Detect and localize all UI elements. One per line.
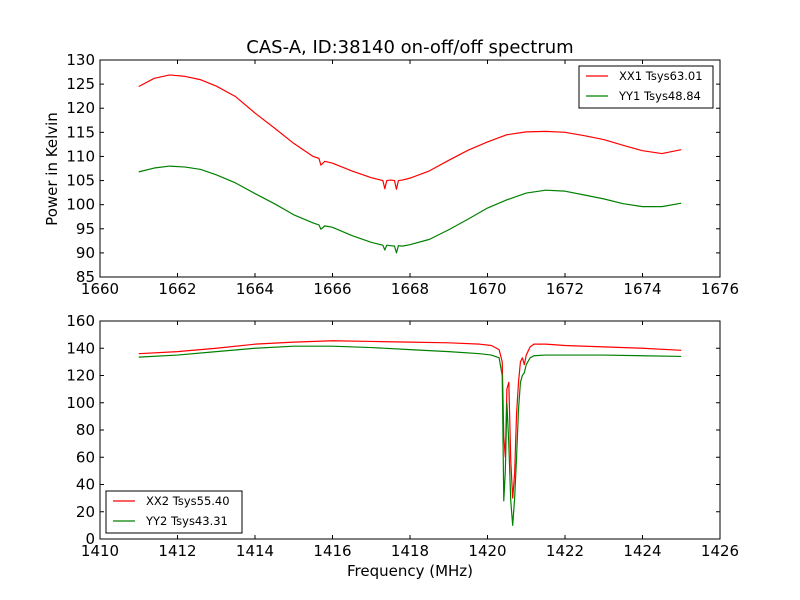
lower-y-tick-label: 20 <box>76 503 95 521</box>
upper-x-tick-label: 1660 <box>81 280 119 298</box>
lower-x-tick-label: 1420 <box>468 542 506 560</box>
lower-x-tick-label: 1412 <box>158 542 196 560</box>
upper-y-tick-label: 90 <box>76 244 95 262</box>
lower-y-tick-label: 80 <box>76 421 95 439</box>
upper-y-tick-label: 130 <box>66 51 95 69</box>
lower-y-tick-label: 100 <box>66 394 95 412</box>
lower-legend-label-xx: XX2 Tsys55.40 <box>146 494 230 508</box>
upper-series-line-yy <box>138 165 682 254</box>
lower-legend: XX2 Tsys55.40 YY2 Tsys43.31 <box>105 490 243 534</box>
lower-x-tick-label: 1418 <box>391 542 429 560</box>
upper-y-tick-label: 95 <box>76 220 95 238</box>
upper-x-tick-label: 1674 <box>623 280 661 298</box>
upper-x-tick-label: 1672 <box>546 280 584 298</box>
lower-x-tick-label: 1414 <box>236 542 274 560</box>
lower-series-line-yy <box>138 345 682 526</box>
lower-x-tick-label: 1416 <box>313 542 351 560</box>
lower-x-tick-label: 1426 <box>701 542 739 560</box>
chart-title: CAS-A, ID:38140 on-off/off spectrum <box>246 37 573 58</box>
upper-y-tick-label: 125 <box>66 75 95 93</box>
upper-y-tick-label: 110 <box>66 147 95 165</box>
lower-y-tick-label: 140 <box>66 339 95 357</box>
upper-y-tick-label: 120 <box>66 99 95 117</box>
upper-legend-label-xx: XX1 Tsys63.01 <box>619 69 703 83</box>
lower-legend-label-yy: YY2 Tsys43.31 <box>145 514 228 528</box>
lower-x-tick-label: 1424 <box>623 542 661 560</box>
upper-legend: XX1 Tsys63.01 YY1 Tsys48.84 <box>578 65 714 109</box>
upper-x-tick-label: 1676 <box>701 280 739 298</box>
upper-y-tick-label: 100 <box>66 196 95 214</box>
upper-y-axis-label: Power in Kelvin <box>43 112 61 226</box>
upper-legend-box <box>578 65 714 109</box>
upper-spectrum-plot: Power in Kelvin 1660 1662 1664 1666 1668 1670… <box>43 51 739 298</box>
lower-y-tick-label: 0 <box>85 530 95 548</box>
upper-x-tick-label: 1666 <box>313 280 351 298</box>
upper-series-line-xx <box>138 74 682 190</box>
upper-y-tick-label: 115 <box>66 123 95 141</box>
lower-series-line-xx <box>138 340 682 499</box>
upper-legend-label-yy: YY1 Tsys48.84 <box>618 89 701 103</box>
upper-x-tick-label: 1668 <box>391 280 429 298</box>
lower-y-tick-label: 60 <box>76 448 95 466</box>
lower-x-tick-label: 1422 <box>546 542 584 560</box>
lower-x-axis-label: Frequency (MHz) <box>347 562 473 580</box>
lower-x-tick-label: 1410 <box>81 542 119 560</box>
lower-y-tick-label: 160 <box>66 312 95 330</box>
lower-spectrum-plot: Frequency (MHz) 1410 1412 1414 1416 1418 1420… <box>66 312 739 580</box>
upper-x-tick-label: 1670 <box>468 280 506 298</box>
lower-legend-box <box>105 490 243 534</box>
lower-y-tick-label: 120 <box>66 367 95 385</box>
upper-x-tick-label: 1662 <box>158 280 196 298</box>
upper-y-tick-label: 85 <box>76 268 95 286</box>
upper-y-tick-label: 105 <box>66 172 95 190</box>
upper-x-tick-label: 1664 <box>236 280 274 298</box>
lower-y-tick-label: 40 <box>76 476 95 494</box>
